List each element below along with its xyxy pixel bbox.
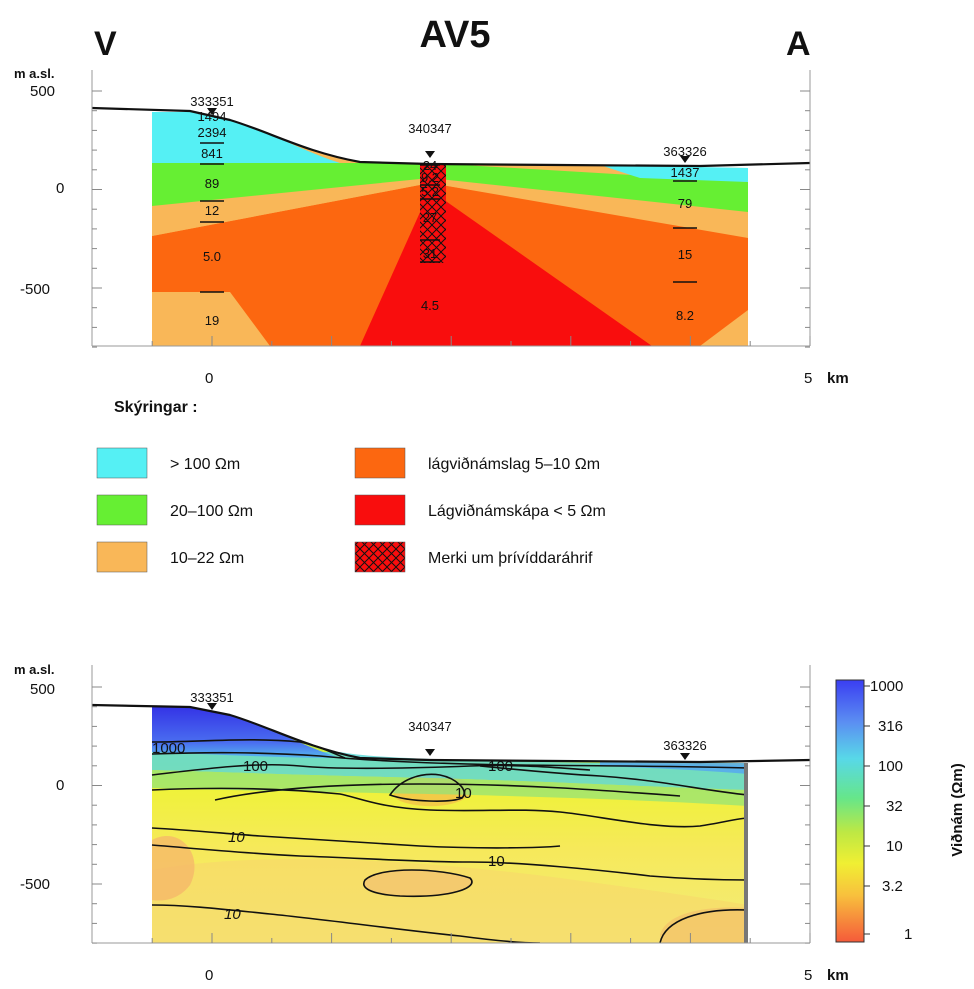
contour-labels: 1000 100 100 10 10 10 10 (152, 740, 513, 923)
stations-bottom: 333351 340347 363326 (190, 690, 707, 760)
value-340347-6: 4.5 (421, 298, 439, 313)
station-363326-label: 363326 (663, 144, 706, 159)
topography-line-top (92, 106, 810, 168)
layer-values: 1494 2394 841 89 12 5.0 19 24 9.2 5.2 27… (198, 109, 700, 328)
y-axis-unit-top: m a.sl. (14, 66, 54, 81)
y-axis-unit-bottom: m a.sl. (14, 662, 54, 677)
value-363326-4: 8.2 (676, 308, 694, 323)
contour-label-1000: 1000 (152, 740, 185, 757)
legend-title: Skýringar : (114, 399, 198, 416)
value-333351-3: 841 (201, 146, 223, 161)
legend-label-below-5: Lágviðnámskápa < 5 Ωm (428, 503, 606, 520)
legend: Skýringar : > 100 Ωm 20–100 Ωm 10–22 Ωm … (96, 399, 606, 573)
colorbar-tick-10: 10 (886, 838, 903, 855)
x-tick-0-top: 0 (205, 370, 213, 387)
legend-swatch-below-5 (354, 494, 406, 526)
value-333351-1: 1494 (198, 109, 227, 124)
contour-label-10-b: 10 (228, 829, 245, 846)
value-333351-6: 5.0 (203, 249, 221, 264)
colorbar-gradient (835, 679, 865, 943)
high-resistivity-left (152, 707, 340, 758)
colorbar-tick-32: 32 (886, 798, 903, 815)
legend-label-3d-effects: Merki um þrívíddaráhrif (428, 550, 593, 567)
value-333351-4: 89 (205, 176, 219, 191)
station-363326-label-bottom: 363326 (663, 738, 706, 753)
stations-top: 333351 340347 363326 (190, 94, 707, 163)
top-axes: m a.sl. 500 0 -500 0 5 km (14, 66, 849, 387)
colorbar-tick-316: 316 (878, 718, 903, 735)
layer-above-100-right (600, 165, 748, 182)
value-340347-1: 24 (423, 158, 437, 173)
x-tick-5-bottom: 5 (804, 967, 812, 984)
legend-label-20-100: 20–100 Ωm (170, 503, 253, 520)
contour-label-10-a: 10 (455, 785, 472, 802)
value-340347-4: 27 (423, 210, 437, 225)
layer-20-100 (152, 163, 748, 212)
layer-10-22-upper (152, 178, 748, 238)
bottom-axes: m a.sl. 500 0 -500 0 5 km (14, 662, 849, 984)
legend-swatch-above-100 (96, 447, 148, 479)
layer-above-100-left (152, 112, 340, 163)
station-340347-label: 340347 (408, 121, 451, 136)
legend-swatch-3d-effects (354, 541, 406, 573)
station-333351-label-bottom: 333351 (190, 690, 233, 705)
value-340347-5: 31 (423, 246, 437, 261)
y-tick-neg500-top: -500 (20, 281, 50, 298)
contour-label-100-b: 100 (488, 758, 513, 775)
resistivity-section (92, 703, 810, 943)
layered-section (92, 106, 810, 346)
value-340347-2: 9.2 (421, 170, 439, 185)
value-340347-3: 5.2 (421, 184, 439, 199)
contour-label-100-a: 100 (243, 758, 268, 775)
legend-swatch-5-10 (354, 447, 406, 479)
legend-label-5-10: lágviðnámslag 5–10 Ωm (428, 456, 600, 473)
y-tick-500-bottom: 500 (30, 681, 55, 698)
x-tick-0-bottom: 0 (205, 967, 213, 984)
colorbar-label: Viðnám (Ωm) (949, 763, 966, 856)
value-363326-3: 15 (678, 247, 692, 262)
value-333351-2: 2394 (198, 125, 227, 140)
legend-label-10-22: 10–22 Ωm (170, 550, 244, 567)
station-333351-label: 333351 (190, 94, 233, 109)
value-363326-2: 79 (678, 196, 692, 211)
value-363326-1: 1437 (671, 165, 700, 180)
colorbar-tick-3-2: 3.2 (882, 878, 903, 895)
y-tick-0-top: 0 (56, 180, 64, 197)
y-tick-500-top: 500 (30, 83, 55, 100)
hatch-3d-effects (420, 163, 446, 263)
value-333351-7: 19 (205, 313, 219, 328)
legend-label-above-100: > 100 Ωm (170, 456, 240, 473)
contour-label-10-d: 10 (224, 906, 241, 923)
direction-right: A (786, 25, 811, 63)
contour-label-10-c: 10 (488, 853, 505, 870)
chart-title: AV5 (419, 14, 490, 56)
y-tick-neg500-bottom: -500 (20, 876, 50, 893)
x-unit-top: km (827, 370, 849, 387)
colorbar-tick-100: 100 (878, 758, 903, 775)
x-unit-bottom: km (827, 967, 849, 984)
direction-left: V (94, 25, 117, 63)
legend-swatch-10-22 (96, 541, 148, 573)
colorbar-tick-1000: 1000 (870, 678, 903, 695)
y-tick-0-bottom: 0 (56, 777, 64, 794)
topography-line-bottom (92, 703, 810, 764)
value-333351-5: 12 (205, 203, 219, 218)
legend-swatch-20-100 (96, 494, 148, 526)
colorbar-tick-1: 1 (904, 926, 912, 943)
colorbar: 1000 316 100 32 10 3.2 1 Viðnám (Ωm) (835, 678, 966, 943)
station-340347-label-bottom: 340347 (408, 719, 451, 734)
contour-lines (151, 738, 749, 943)
x-tick-5-top: 5 (804, 370, 812, 387)
